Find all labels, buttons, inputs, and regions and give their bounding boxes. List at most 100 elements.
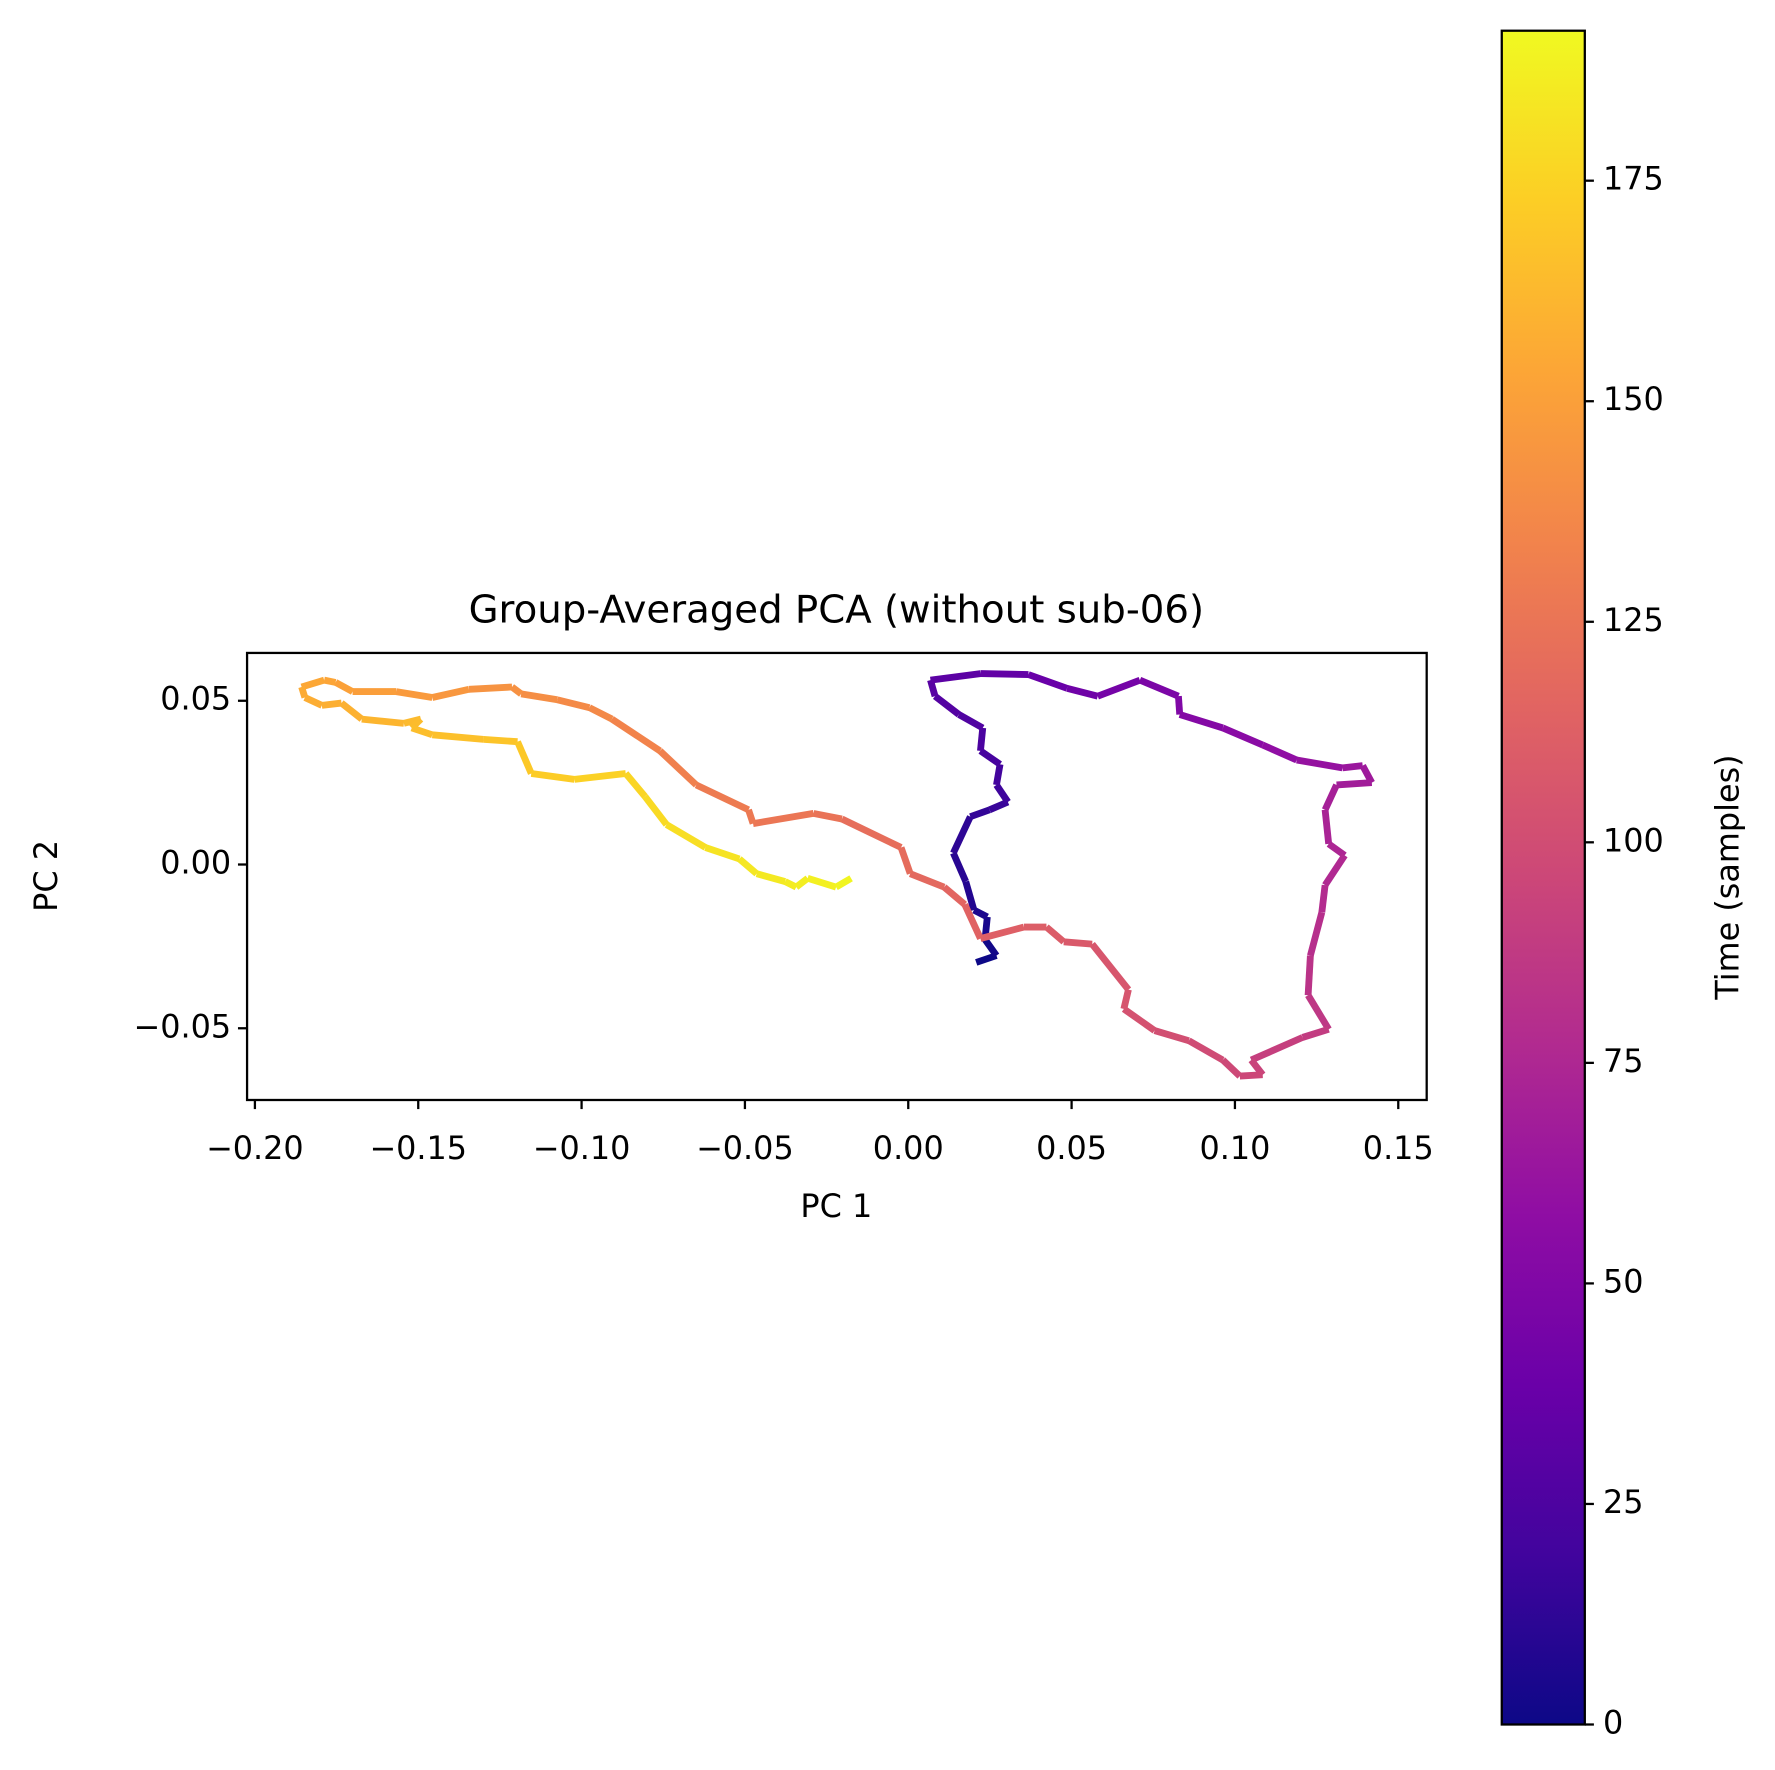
trajectory-segment bbox=[664, 821, 708, 851]
colorbar-tick-label: 75 bbox=[1603, 1042, 1644, 1080]
trajectory-segment bbox=[932, 693, 961, 718]
trajectory-segment bbox=[339, 700, 364, 722]
x-tick-label: −0.15 bbox=[369, 1129, 467, 1167]
trajectory-segment bbox=[962, 880, 978, 911]
trajectory-segment bbox=[657, 748, 699, 788]
trajectory-segment bbox=[1239, 1071, 1263, 1080]
trajectory-segment bbox=[834, 875, 853, 891]
trajectory-segment bbox=[323, 676, 337, 686]
y-tick-label: 0.05 bbox=[160, 680, 231, 718]
trajectory-segment bbox=[980, 670, 1029, 678]
colorbar-tick-label: 25 bbox=[1603, 1483, 1644, 1521]
trajectory-segment bbox=[961, 903, 984, 940]
trajectory-segment bbox=[993, 783, 1011, 804]
trajectory-segment bbox=[1322, 853, 1348, 888]
trajectory-segment bbox=[1221, 724, 1265, 749]
x-tick-label: 0.00 bbox=[873, 1129, 944, 1167]
trajectory-segment bbox=[303, 694, 324, 709]
trajectory-segment bbox=[979, 923, 1025, 942]
colorbar bbox=[1500, 29, 1586, 1726]
trajectory-segment bbox=[468, 683, 513, 693]
trajectory-segment bbox=[556, 696, 591, 711]
trajectory-segment bbox=[1027, 671, 1069, 692]
trajectory-segment bbox=[1096, 676, 1142, 700]
trajectory-segment bbox=[1220, 1057, 1243, 1079]
x-tick-label: −0.05 bbox=[696, 1129, 794, 1167]
trajectory-segment bbox=[1175, 695, 1184, 715]
trajectory-segment bbox=[1336, 779, 1373, 789]
trajectory-segment bbox=[908, 870, 946, 891]
trajectory-segment bbox=[431, 685, 470, 701]
x-tick-label: 0.05 bbox=[1036, 1129, 1107, 1167]
trajectory-segment bbox=[1089, 941, 1132, 992]
colorbar-tick-label: 125 bbox=[1603, 601, 1664, 639]
x-tick-label: 0.15 bbox=[1363, 1129, 1434, 1167]
trajectory-segment bbox=[745, 808, 757, 825]
trajectory-segment bbox=[1121, 1006, 1157, 1034]
trajectory-segment bbox=[930, 670, 981, 684]
trajectory-segment bbox=[298, 685, 309, 699]
trajectory-segment bbox=[300, 676, 326, 691]
colorbar-tick-label: 175 bbox=[1603, 160, 1664, 198]
trajectory-segment bbox=[1261, 741, 1299, 764]
colorbar-tick-label: 50 bbox=[1603, 1262, 1644, 1300]
trajectory-segment bbox=[978, 748, 1002, 768]
trajectory-segment bbox=[969, 806, 991, 820]
trajectory-segment bbox=[982, 937, 1000, 958]
trajectory-segment bbox=[1138, 676, 1180, 700]
trajectory-segment bbox=[1120, 988, 1132, 1010]
trajectory-segment bbox=[975, 952, 998, 966]
trajectory-segment bbox=[972, 907, 989, 920]
trajectory-segment bbox=[1307, 911, 1326, 957]
trajectory-segment bbox=[1296, 756, 1343, 772]
trajectory-segment bbox=[623, 771, 648, 799]
trajectory-segment bbox=[737, 856, 759, 877]
trajectory-segment bbox=[1342, 762, 1364, 772]
y-axis-label: PC 2 bbox=[27, 840, 65, 912]
trajectory-segment bbox=[950, 815, 974, 855]
trajectory-segment bbox=[840, 815, 903, 851]
trajectory-segment bbox=[1304, 955, 1314, 996]
x-tick-label: 0.10 bbox=[1199, 1129, 1270, 1167]
trajectory-segment bbox=[755, 870, 787, 885]
trajectory-segment bbox=[530, 770, 575, 783]
trajectory-segment bbox=[941, 884, 967, 908]
trajectory-segment bbox=[812, 810, 843, 823]
trajectory-segment bbox=[1187, 1037, 1225, 1064]
trajectory-segment bbox=[1326, 841, 1347, 859]
colorbar-tick-label: 0 bbox=[1603, 1703, 1623, 1741]
x-tick-label: −0.20 bbox=[206, 1129, 304, 1167]
trajectory-segment bbox=[410, 724, 434, 739]
trajectory-segment bbox=[587, 704, 614, 723]
trajectory-segment bbox=[1044, 924, 1066, 945]
trajectory-segment bbox=[1153, 1027, 1190, 1044]
trajectory-segment bbox=[794, 875, 810, 890]
trajectory-segment bbox=[520, 690, 558, 704]
trajectory-segment bbox=[704, 844, 741, 863]
trajectory-segment bbox=[1063, 938, 1093, 948]
trajectory-segment bbox=[333, 679, 355, 695]
trajectory-segment bbox=[642, 794, 670, 827]
trajectory-segment bbox=[1321, 809, 1333, 845]
trajectory-segment bbox=[610, 716, 662, 754]
y-tick-label: −0.05 bbox=[134, 1007, 232, 1045]
x-tick-label: −0.10 bbox=[533, 1129, 631, 1167]
trajectory-segment bbox=[897, 846, 914, 875]
colorbar-tick-label: 150 bbox=[1603, 380, 1664, 418]
chart-title: Group-Averaged PCA (without sub-06) bbox=[469, 587, 1204, 632]
trajectory-segment bbox=[361, 715, 405, 727]
trajectory-segment bbox=[783, 878, 798, 891]
trajectory-segment bbox=[1301, 1025, 1330, 1041]
trajectory-segment bbox=[321, 699, 342, 709]
trajectory-segment bbox=[1178, 711, 1224, 732]
trajectory-segment bbox=[977, 727, 987, 752]
trajectory-segment bbox=[957, 711, 985, 731]
colorbar-label: Time (samples) bbox=[1708, 754, 1746, 1000]
trajectory-segment bbox=[694, 781, 750, 813]
trajectory-segment bbox=[1066, 685, 1099, 700]
trajectory-segment bbox=[1249, 1034, 1304, 1064]
x-axis-label: PC 1 bbox=[800, 1187, 872, 1225]
y-tick-label: 0.00 bbox=[160, 844, 231, 882]
trajectory-segment bbox=[752, 810, 815, 827]
